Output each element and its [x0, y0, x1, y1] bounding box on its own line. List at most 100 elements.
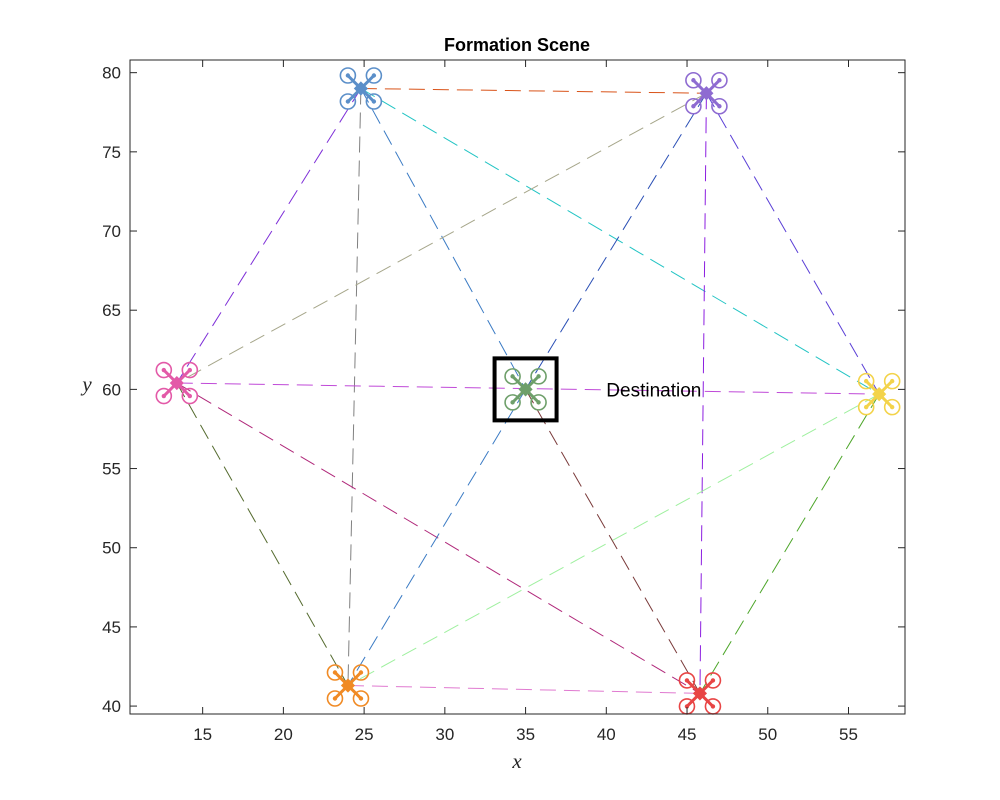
x-axis-label: x — [511, 749, 522, 773]
drone-rotor-hub — [510, 374, 515, 379]
drone-rotor-hub — [536, 400, 541, 405]
x-tick-label: 20 — [274, 725, 293, 744]
x-tick-label: 15 — [193, 725, 212, 744]
axes-box — [129, 59, 906, 715]
drone-body — [872, 387, 887, 402]
drone-icon-blue — [339, 67, 383, 110]
link-purple-pink — [176, 92, 707, 384]
y-tick-label: 55 — [102, 460, 121, 479]
plot-area — [130, 60, 905, 714]
y-tick-label: 65 — [102, 301, 121, 320]
agent-markers — [155, 67, 901, 715]
drone-rotor-hub — [187, 367, 193, 373]
x-tick-label: 55 — [839, 725, 858, 744]
drone-rotor-hub — [161, 393, 167, 399]
drone-rotor-hub — [371, 99, 377, 104]
y-tick-label: 50 — [102, 539, 121, 558]
x-tick-label: 25 — [355, 725, 374, 744]
link-blue-pink — [176, 88, 362, 384]
drone-rotor-hub — [684, 704, 690, 709]
drone-icon-red — [678, 672, 722, 715]
drone-rotor-hub — [717, 78, 722, 83]
link-pink-red — [176, 382, 701, 694]
drone-rotor-hub — [161, 367, 167, 373]
drone-body — [699, 86, 714, 101]
drone-body — [340, 678, 356, 693]
drone-rotor-hub — [710, 678, 716, 683]
drone-rotor-hub — [889, 404, 895, 410]
drone-rotor-hub — [332, 696, 338, 701]
y-axis-ticks: 40 45 50 55 60 65 70 75 80 — [102, 64, 905, 716]
drone-rotor — [678, 672, 696, 689]
drone-rotor-hub — [358, 670, 364, 675]
drone-rotor-hub — [358, 696, 364, 701]
destination-box — [492, 356, 559, 423]
drone-rotor — [352, 690, 370, 707]
drone-rotor-hub — [684, 678, 690, 683]
drone-icon-purple — [685, 71, 728, 115]
x-tick-label: 45 — [678, 725, 697, 744]
drone-rotor — [711, 97, 728, 115]
link-orange-red — [347, 684, 700, 694]
y-tick-label: 45 — [102, 618, 121, 637]
drone-rotor — [530, 394, 547, 411]
drone-rotor — [155, 387, 173, 405]
link-blue-green — [360, 88, 527, 390]
drone-rotor — [883, 372, 901, 390]
link-purple-yellow — [705, 93, 880, 395]
y-axis-label: y — [80, 372, 92, 396]
drone-icon-pink — [155, 361, 199, 405]
drone-rotor — [339, 93, 357, 110]
y-tick-label: 75 — [102, 143, 121, 162]
drone-rotor — [704, 672, 722, 689]
drone-rotor-hub — [345, 99, 351, 104]
drone-rotor-hub — [187, 393, 193, 399]
drone-rotor-hub — [536, 374, 541, 379]
link-blue-orange — [347, 88, 362, 686]
destination-marker: Destination — [492, 356, 701, 423]
chart-title: Formation Scene — [444, 35, 590, 55]
drone-rotor — [326, 664, 344, 681]
drone-rotor — [857, 398, 875, 416]
drone-icon-yellow — [857, 372, 901, 416]
drone-rotor-hub — [717, 104, 722, 109]
drone-body — [353, 81, 368, 96]
drone-rotor — [181, 361, 199, 379]
drone-rotor-hub — [889, 378, 895, 384]
y-tick-label: 70 — [102, 222, 121, 241]
drone-rotor — [857, 372, 875, 390]
drone-rotor-hub — [371, 73, 377, 78]
drone-rotor-hub — [710, 704, 716, 709]
drone-rotor — [352, 664, 370, 681]
link-purple-red — [699, 93, 707, 694]
drone-icon-green — [504, 368, 547, 411]
x-tick-label: 30 — [435, 725, 454, 744]
y-tick-label: 80 — [102, 64, 121, 83]
drone-body — [518, 382, 533, 397]
drone-rotor — [365, 93, 383, 110]
drone-body — [169, 375, 184, 391]
drone-rotor — [504, 368, 521, 385]
destination-label: Destination — [606, 380, 701, 401]
link-yellow-orange — [347, 393, 880, 686]
x-tick-label: 35 — [516, 725, 535, 744]
drone-body — [692, 686, 708, 701]
drone-rotor — [181, 387, 199, 405]
drone-rotor — [685, 97, 702, 115]
link-purple-green — [525, 92, 707, 390]
drone-rotor — [711, 71, 728, 89]
x-tick-label: 50 — [758, 725, 777, 744]
drone-rotor — [326, 690, 344, 707]
drone-rotor-hub — [345, 73, 351, 78]
drone-icon-orange — [326, 664, 370, 707]
y-tick-label: 40 — [102, 697, 121, 716]
drone-rotor — [530, 368, 547, 385]
drone-rotor — [504, 394, 521, 411]
drone-rotor-hub — [332, 670, 338, 675]
link-blue-yellow — [360, 88, 880, 395]
link-yellow-red — [699, 393, 880, 694]
drone-rotor — [685, 71, 702, 89]
drone-rotor-hub — [863, 404, 869, 410]
drone-rotor — [155, 361, 173, 379]
drone-rotor-hub — [691, 104, 696, 109]
